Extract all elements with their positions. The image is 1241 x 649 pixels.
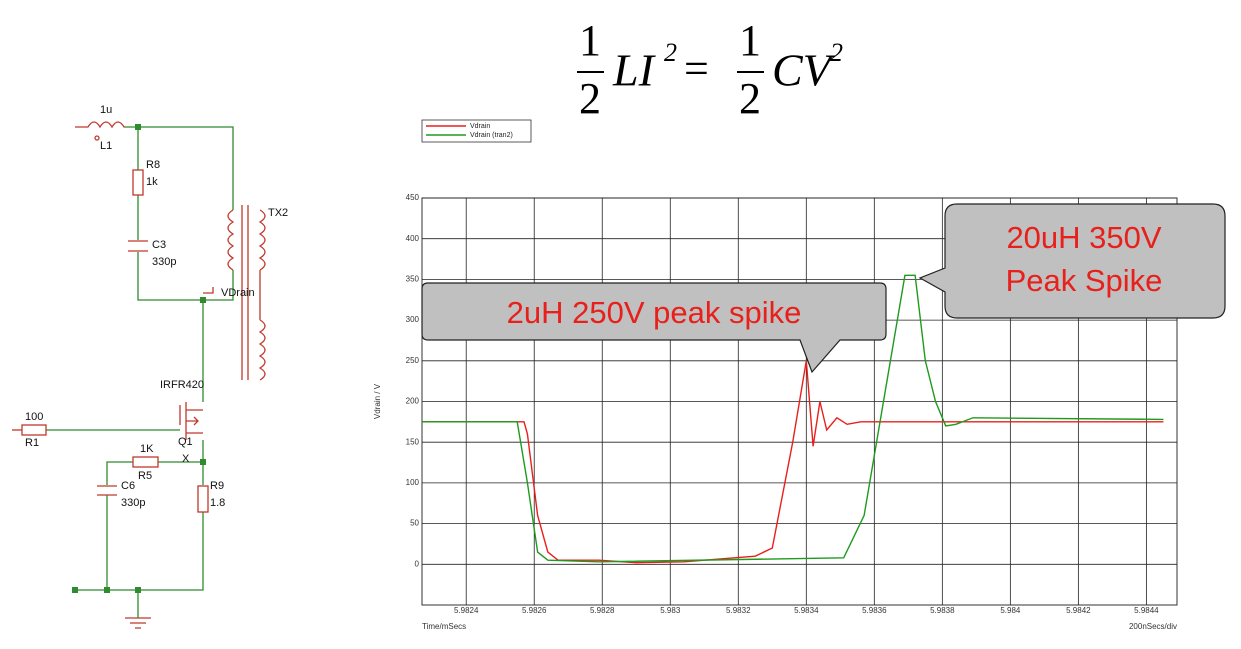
label: R5 <box>138 470 152 482</box>
label: TX2 <box>268 207 288 219</box>
schematic: 1u L1 R8 1k C3 330p TX2 VDrain IRFR420 Q… <box>12 104 288 629</box>
y-tick-label: 450 <box>406 193 420 202</box>
resistor <box>132 456 159 468</box>
x-tick-label: 5.9836 <box>862 606 887 615</box>
mosfet <box>179 402 203 440</box>
y-tick-label: 50 <box>410 519 419 528</box>
eq-operator: = <box>684 44 709 93</box>
label: 1.8 <box>210 497 225 509</box>
legend-label: Vdrain (tran2) <box>470 132 513 139</box>
capacitor <box>97 240 148 496</box>
x-tick-label: 5.9844 <box>1134 606 1159 615</box>
resistor <box>132 169 144 196</box>
x-tick-label: 5.9834 <box>794 606 819 615</box>
x-axis-label: Time/mSecs <box>422 622 466 631</box>
series-line <box>422 274 1164 563</box>
eq-num: 1 <box>739 16 761 65</box>
callout-box <box>421 282 887 374</box>
label: C3 <box>152 239 166 251</box>
y-tick-label: 350 <box>406 275 420 284</box>
label: 330p <box>152 256 176 268</box>
nodes <box>72 124 206 593</box>
y-tick-label: 250 <box>406 356 420 365</box>
y-tick-label: 0 <box>415 559 420 568</box>
eq-power: 2 <box>830 38 843 67</box>
resistor <box>21 424 47 436</box>
label: X <box>182 453 190 465</box>
x-tick-label: 5.9838 <box>930 606 955 615</box>
callout: 20uH 350V Peak Spike <box>918 203 1226 319</box>
x-tick-label: 5.984 <box>1000 606 1021 615</box>
label: VDrain <box>221 287 255 299</box>
y-tick-label: 400 <box>406 234 420 243</box>
x-tick-label: 5.9842 <box>1066 606 1091 615</box>
eq-den: 2 <box>579 74 601 123</box>
callout-box <box>918 203 1226 319</box>
label: 1K <box>140 443 154 455</box>
label: 100 <box>25 411 43 423</box>
inductor <box>75 121 125 129</box>
y-tick-label: 300 <box>406 315 420 324</box>
label: R9 <box>210 480 224 492</box>
eq-den: 2 <box>739 74 761 123</box>
callout-text: Peak Spike <box>1006 263 1163 298</box>
eq-term: LI <box>612 45 657 96</box>
label: 1u <box>100 104 112 116</box>
x-scale-label: 200nSecs/div <box>1129 622 1177 631</box>
label: R8 <box>146 159 160 171</box>
ground <box>125 617 151 629</box>
probe <box>203 287 214 294</box>
label: 1k <box>146 176 158 188</box>
legend-label: Vdrain <box>470 123 490 130</box>
y-tick-label: 100 <box>406 478 420 487</box>
eq-num: 1 <box>579 16 601 65</box>
label: 330p <box>121 497 145 509</box>
wire <box>46 126 234 618</box>
y-tick-label: 150 <box>406 437 420 446</box>
x-tick-label: 5.9828 <box>590 606 615 615</box>
dot <box>94 135 100 141</box>
callout: 2uH 250V peak spike <box>421 282 887 374</box>
x-tick-label: 5.9826 <box>522 606 547 615</box>
series-line <box>422 360 1164 564</box>
callout-text: 2uH 250V peak spike <box>507 295 802 330</box>
eq-power: 2 <box>664 38 677 67</box>
label: L1 <box>100 140 112 152</box>
equation: 1 2 LI 2 = 1 2 CV 2 <box>577 16 843 123</box>
label: R1 <box>25 437 39 449</box>
transformer <box>227 205 266 381</box>
x-tick-label: 5.9824 <box>454 606 479 615</box>
y-tick-label: 200 <box>406 397 420 406</box>
label: Q1 <box>178 436 193 448</box>
label: IRFR420 <box>160 379 204 391</box>
eq-term: CV <box>772 45 836 96</box>
y-axis-label: Vdrain / V <box>373 383 382 419</box>
label: C6 <box>121 480 135 492</box>
x-tick-label: 5.9832 <box>726 606 751 615</box>
callout-text: 20uH 350V <box>1006 220 1161 255</box>
resistor <box>197 485 209 513</box>
x-tick-label: 5.983 <box>660 606 681 615</box>
legend: Vdrain Vdrain (tran2) <box>421 119 532 143</box>
